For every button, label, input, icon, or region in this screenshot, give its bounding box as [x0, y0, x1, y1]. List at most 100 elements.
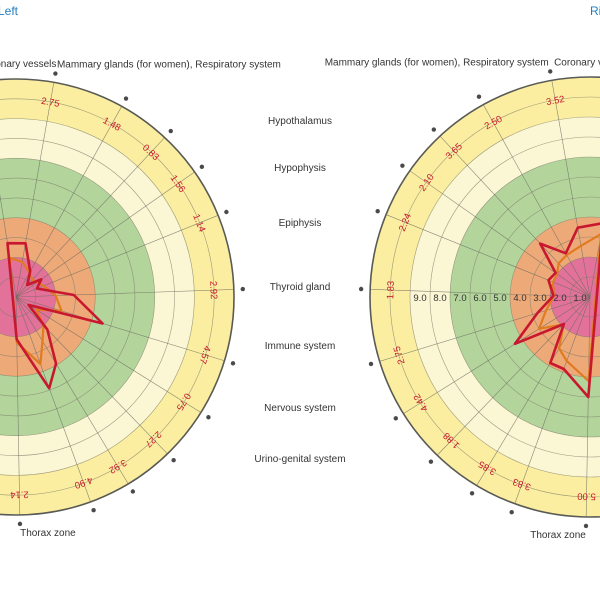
scale-tick: 6.0: [473, 293, 486, 304]
category-label-thorax-zone: Thorax zone: [20, 528, 76, 539]
spoke-end-dot: [368, 361, 374, 367]
center-label-thyroid-gland: Thyroid gland: [269, 282, 331, 293]
spoke-end-dot: [199, 164, 205, 170]
spoke-end-dot: [171, 458, 176, 463]
outer-ring: [369, 76, 600, 518]
spoke-end-dot: [476, 94, 482, 99]
grid-ring: [489, 196, 600, 398]
series-line-series-1: [513, 222, 600, 399]
spoke-end-dot: [469, 491, 475, 496]
grid-ring: [389, 96, 600, 498]
grid-ring: [0, 98, 215, 496]
spoke: [15, 296, 91, 502]
category-label-mammary-glands-for-women-respiratory-system: Mammary glands (for women), Respiratory …: [57, 60, 281, 71]
spoke: [589, 238, 600, 298]
scale-tick: 1.0: [573, 293, 586, 304]
spoke-end-dot: [53, 71, 58, 76]
category-label-coronary-vessels: Coronary vessels: [554, 58, 600, 69]
grid-ring: [469, 176, 600, 418]
spoke-end-dot: [230, 361, 236, 366]
spoke: [15, 171, 195, 298]
spoke: [385, 214, 591, 298]
spoke: [551, 80, 591, 298]
scale-tick: 4.0: [513, 293, 526, 304]
spoke: [15, 289, 234, 298]
center-label-hypophysis: Hypophysis: [274, 163, 326, 174]
spoke: [409, 170, 591, 298]
grid-ring: [0, 158, 155, 436]
spoke: [15, 137, 165, 298]
category-label-coronary-vessels: Coronary vessels: [0, 59, 56, 70]
grid-ring: [569, 276, 600, 318]
scale-tick: 7.0: [453, 293, 466, 304]
value-label: 2.92: [207, 281, 219, 300]
category-label-mammary-glands-for-women-respiratory-system: Mammary glands (for women), Respiratory …: [325, 58, 549, 69]
spoke-end-dot: [548, 69, 553, 74]
center-label-urino-genital-system: Urino-genital system: [254, 454, 346, 465]
grid-ring: [0, 177, 136, 417]
spoke-end-dot: [240, 286, 245, 292]
spoke-end-dot: [224, 209, 229, 215]
spoke-end-dot: [400, 163, 405, 168]
center-label-nervous-system: Nervous system: [264, 403, 336, 414]
spoke-end-dot: [428, 459, 434, 464]
spoke-end-dot: [431, 127, 437, 132]
spoke: [15, 296, 202, 413]
spoke: [403, 296, 591, 414]
center-label-hypothalamus: Hypothalamus: [268, 116, 332, 127]
spoke: [379, 296, 591, 362]
spoke-end-dot: [375, 209, 380, 214]
spoke: [15, 106, 122, 298]
grid-ring: [0, 276, 37, 318]
grid-ring: [0, 138, 175, 456]
value-label: 2.75: [40, 96, 60, 110]
value-label: 3.52: [545, 94, 565, 108]
spoke: [15, 215, 219, 298]
right-chart-title: Right: [590, 4, 600, 18]
spoke: [585, 296, 591, 517]
grid-ring: [409, 116, 600, 478]
value-label: 2.75: [392, 345, 408, 366]
grid-ring: [0, 217, 96, 377]
center-label-immune-system: Immune system: [264, 341, 336, 352]
spoke: [476, 296, 591, 486]
category-label-thorax-zone: Thorax zone: [530, 530, 586, 541]
left-chart-title: Left: [0, 4, 19, 18]
grid-ring: [0, 197, 116, 397]
value-label: 1.83: [385, 281, 397, 300]
value-label: 5.00: [577, 490, 596, 501]
spoke-end-dot: [91, 508, 96, 513]
scale-tick: 8.0: [433, 293, 446, 304]
spoke: [514, 296, 591, 504]
value-label: 4.57: [197, 344, 213, 365]
spoke-end-dot: [130, 489, 136, 494]
spoke: [439, 135, 591, 298]
value-label: 2.14: [10, 488, 29, 499]
spoke-end-dot: [583, 523, 589, 529]
scale-tick: 3.0: [533, 293, 546, 304]
grid-ring: [429, 136, 600, 458]
right-radar-chart: Coronary vessels3.75Mammary glands (for …: [325, 58, 600, 541]
spoke-end-dot: [393, 416, 398, 421]
outer-ring: [0, 78, 235, 516]
scale-tick: 5.0: [493, 293, 506, 304]
scale-tick: 2.0: [553, 293, 566, 304]
spoke: [483, 104, 591, 298]
series-line-series-2: [537, 233, 600, 383]
series-line-series-1: [6, 241, 104, 390]
grid-ring: [0, 118, 195, 476]
spoke-end-dot: [123, 96, 129, 101]
spoke-end-dot: [168, 128, 173, 134]
scale-tick: 9.0: [413, 293, 426, 304]
spoke: [15, 296, 225, 362]
center-label-epiphysis: Epiphysis: [278, 218, 322, 229]
spoke-end-dot: [358, 286, 364, 292]
spoke: [15, 296, 129, 485]
grid-ring: [449, 156, 600, 438]
spoke-end-dot: [509, 509, 514, 515]
spoke-end-dot: [17, 521, 23, 527]
grid-ring: [549, 256, 600, 338]
spoke-end-dot: [206, 415, 211, 420]
